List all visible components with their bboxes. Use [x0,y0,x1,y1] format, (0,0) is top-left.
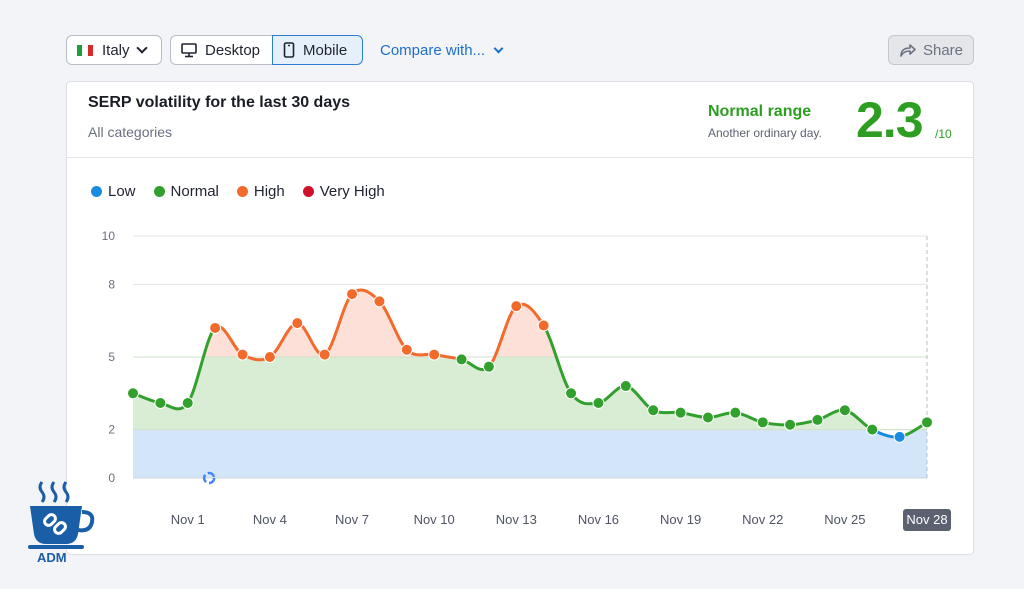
chevron-down-icon [135,42,148,54]
data-point [647,404,660,417]
mobile-label: Mobile [303,41,348,59]
data-point [893,430,906,443]
data-point [209,321,222,334]
y-tick-label: 8 [108,277,115,291]
share-label: Share [922,41,964,59]
data-point [701,411,714,424]
legend-item-high: High [236,183,285,200]
adm-logo [28,481,95,549]
chevron-down-icon [493,43,504,53]
data-point [729,406,742,419]
card-title: SERP volatility for the last 30 days [88,94,351,111]
desktop-label: Desktop [205,41,261,59]
compare-label: Compare with... [380,41,486,59]
legend-dot [91,186,102,197]
x-tick-label: Nov 10 [414,512,455,527]
x-tick-label: Nov 13 [496,512,537,527]
data-point [537,319,550,332]
band-very-high [133,236,927,284]
mobile-icon [283,42,295,58]
compare-dropdown[interactable]: Compare with... [380,35,504,65]
legend-item-low: Low [91,183,136,200]
legend-dot [302,186,314,197]
device-toggle: Desktop Mobile [170,35,363,65]
google-update-icon [202,471,216,485]
card-header: SERP volatility for the last 30 days All… [67,82,973,158]
data-point [181,396,194,409]
country-select[interactable]: Italy [66,35,162,65]
band-high [133,289,927,357]
data-point [592,396,605,409]
legend-label: Very High [319,183,385,200]
legend-dot [153,186,165,197]
data-point [291,317,304,330]
share-icon [900,44,916,57]
data-point [154,396,167,409]
data-point [866,423,879,436]
data-point [127,387,139,400]
data-point [482,360,495,373]
data-point [346,288,359,301]
data-point [455,353,468,366]
volatility-chart: 0 2 5 8 10 Nov 1 Nov 4 Nov 7 Nov 10 Nov 13 Nov 16 N… [102,229,951,531]
data-point [838,404,851,417]
band-low [133,429,927,478]
x-tick-label: Nov 28 [906,512,947,527]
legend-item-very-high: Very High [302,183,385,200]
x-tick-highlight [903,509,951,531]
legend-label: Normal [170,183,219,200]
italy-flag-icon [77,44,93,56]
chart-legend: Low Normal High Very High [91,183,403,200]
range-description: Another ordinary day. [708,126,822,140]
y-tick-label: 10 [102,229,116,243]
adm-logo-text: ADM [37,550,67,565]
data-point [428,348,441,361]
volatility-card: SERP volatility for the last 30 days All… [66,81,974,555]
country-label: Italy [102,41,130,59]
category-subtitle: All categories [88,124,173,140]
x-tick-label: Nov 7 [335,512,369,527]
range-label: Normal range [708,103,812,120]
data-point [318,348,331,361]
y-tick-label: 2 [108,423,115,437]
x-tick-label: Nov 22 [742,512,783,527]
desktop-option[interactable]: Desktop [170,35,272,65]
data-point [921,416,933,429]
data-point [400,343,413,356]
desktop-icon [181,42,197,57]
x-tick-label: Nov 1 [171,512,205,527]
data-point [510,300,523,313]
y-tick-label: 5 [108,350,115,364]
y-tick-label: 0 [108,471,115,485]
legend-item-normal: Normal [153,183,219,200]
data-point [619,380,632,393]
data-point [373,295,386,308]
data-point [263,351,276,363]
data-point [784,418,797,431]
data-point [811,413,824,426]
mobile-option[interactable]: Mobile [272,35,363,65]
legend-label: Low [108,183,136,200]
data-point [236,348,249,361]
x-tick-label: Nov 4 [253,512,287,527]
share-button[interactable]: Share [888,35,974,65]
toolbar: Italy Desktop Mobile Compare with... Sha… [66,35,974,65]
data-point [674,406,687,419]
x-tick-label: Nov 19 [660,512,701,527]
legend-dot [236,186,248,197]
data-point [756,416,769,429]
score-max: /10 [935,127,952,141]
volatility-score: 2.3 [856,92,924,148]
band-normal [133,357,927,430]
legend-label: High [253,183,285,200]
x-tick-label: Nov 25 [824,512,865,527]
x-tick-label: Nov 16 [578,512,619,527]
data-point [565,387,578,400]
